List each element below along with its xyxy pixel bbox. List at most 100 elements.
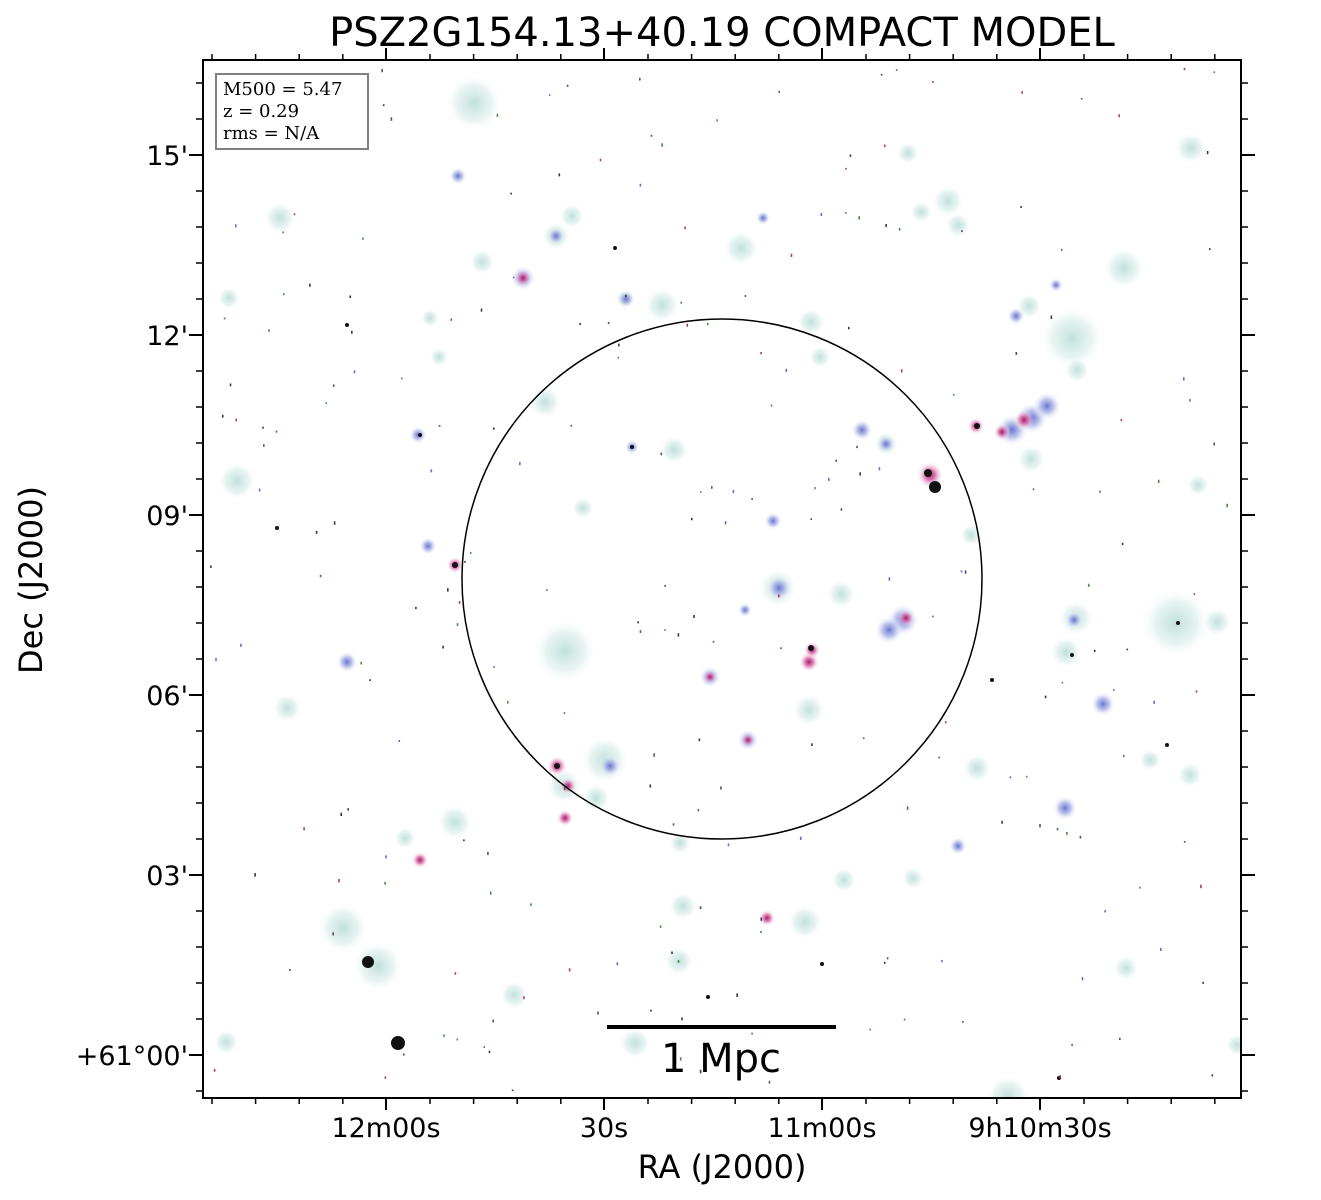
source-core: [706, 995, 710, 999]
noise-speck: [268, 329, 270, 332]
source-halo: [1186, 473, 1210, 497]
scale-bar-label: 1 Mpc: [661, 1036, 781, 1082]
source-halo: [533, 619, 597, 683]
source-pink: [993, 423, 1011, 441]
noise-speck: [938, 756, 940, 759]
noise-speck: [653, 753, 655, 757]
noise-speck: [639, 630, 642, 634]
x-tick-label: 11m00s: [767, 1113, 876, 1144]
noise-speck: [691, 517, 693, 521]
noise-speck: [1118, 114, 1120, 118]
source-core: [554, 763, 560, 769]
noise-speck: [599, 158, 602, 162]
noise-speck: [869, 1028, 872, 1031]
noise-speck: [885, 224, 887, 227]
source-core: [452, 562, 458, 568]
noise-speck: [845, 167, 847, 170]
noise-speck: [878, 467, 881, 471]
source-pink: [741, 733, 755, 747]
noise-speck: [512, 276, 515, 279]
source-halo: [317, 902, 369, 954]
noise-speck: [263, 444, 265, 447]
noise-speck: [384, 1076, 387, 1079]
noise-speck: [1056, 827, 1059, 831]
y-tick-label: 03': [146, 861, 188, 892]
noise-speck: [463, 839, 465, 842]
source-blue: [1048, 277, 1064, 293]
x-axis-label: RA (J2000): [638, 1148, 807, 1186]
noise-speck: [664, 629, 666, 631]
noise-speck: [1183, 67, 1186, 71]
source-halo: [1225, 1033, 1241, 1057]
noise-speck: [262, 426, 264, 429]
noise-speck: [727, 843, 730, 847]
noise-speck: [319, 574, 322, 578]
source-halo: [393, 826, 417, 850]
source-halo: [581, 783, 611, 813]
source-halo: [445, 74, 503, 132]
noise-speck: [456, 623, 459, 627]
noise-speck: [661, 143, 663, 147]
noise-speck: [639, 183, 642, 187]
source-halo: [831, 867, 857, 893]
noise-speck: [369, 679, 371, 682]
source-halo: [787, 904, 823, 940]
source-halo: [1040, 306, 1104, 370]
noise-speck: [672, 823, 675, 826]
noise-speck: [1206, 151, 1209, 155]
noise-speck: [362, 237, 364, 240]
noise-speck: [275, 430, 278, 433]
noise-speck: [1153, 700, 1155, 704]
noise-speck: [712, 640, 715, 643]
noise-speck: [430, 469, 433, 473]
noise-speck: [1104, 910, 1106, 913]
noise-speck: [353, 370, 356, 374]
source-blue: [1090, 691, 1116, 717]
noise-speck: [778, 594, 780, 598]
noise-speck: [458, 601, 461, 604]
source-halo: [1050, 636, 1082, 668]
noise-speck: [221, 414, 224, 418]
noise-speck: [618, 343, 620, 347]
noise-speck: [332, 384, 335, 387]
noise-speck: [884, 961, 886, 964]
source-halo: [1113, 955, 1139, 981]
noise-speck: [724, 521, 727, 525]
info-redshift: z = 0.29: [223, 101, 299, 122]
noise-speck: [210, 565, 212, 568]
x-tick-labels: 12m00s 30s 11m00s 9h10m30s: [331, 1113, 1111, 1144]
noise-speck: [964, 570, 967, 574]
source-halo: [529, 386, 561, 418]
noise-speck: [711, 486, 713, 489]
source-pink: [556, 809, 574, 827]
source-halo: [1202, 607, 1232, 637]
noise-speck: [347, 808, 349, 811]
noise-speck: [438, 424, 441, 427]
noise-speck: [898, 227, 901, 231]
noise-speck: [760, 917, 763, 921]
noise-speck: [1183, 377, 1185, 381]
source-core: [345, 323, 349, 327]
noise-speck: [223, 317, 226, 320]
noise-speck: [1015, 352, 1018, 355]
noise-speck: [1121, 542, 1124, 546]
source-core: [1070, 653, 1074, 657]
source-blue: [949, 837, 967, 855]
noise-speck: [566, 84, 569, 87]
noise-speck: [941, 959, 943, 963]
scale-bar: 1 Mpc: [607, 1025, 836, 1082]
noise-speck: [558, 173, 561, 177]
noise-speck: [1120, 419, 1123, 422]
noise-speck: [886, 957, 889, 960]
noise-speck: [1020, 206, 1022, 209]
noise-speck: [1087, 583, 1090, 587]
noise-speck: [953, 393, 955, 396]
noise-speck: [519, 461, 521, 466]
noise-speck: [398, 740, 401, 743]
noise-speck: [1079, 835, 1082, 839]
source-blue: [1007, 307, 1025, 325]
noise-speck: [751, 498, 753, 500]
y-tick-label: +61°00': [76, 1041, 188, 1072]
source-halo: [217, 286, 241, 310]
